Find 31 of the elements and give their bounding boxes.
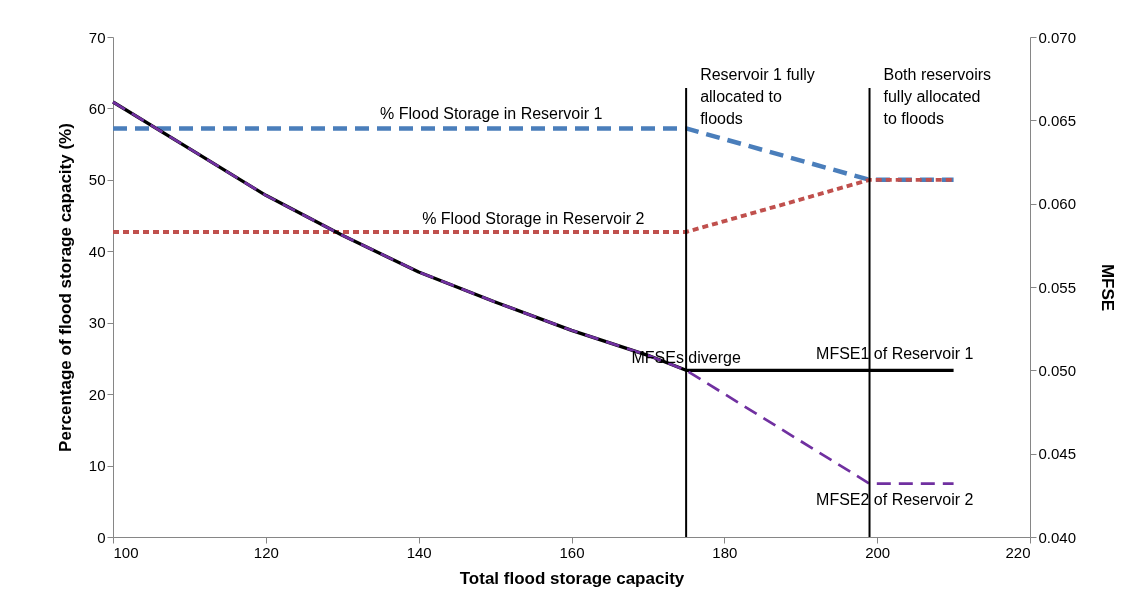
x-tick-label: 120 [253, 543, 279, 561]
x-tick-label: 100 [113, 543, 139, 561]
y2-tick-label: 0.070 [1038, 28, 1077, 46]
y-tick-label: 20 [88, 385, 106, 403]
y-tick-label: 60 [88, 99, 106, 117]
y2-tick-label: 0.045 [1038, 445, 1077, 463]
y-axis-title: Percentage of flood storage capacity (%) [55, 123, 75, 452]
x-tick-label: 220 [1005, 543, 1031, 561]
y2-tick-label: 0.050 [1038, 361, 1077, 379]
y2-tick-label: 0.065 [1038, 111, 1077, 129]
y-tick-label: 50 [88, 171, 106, 189]
y-tick-label: 10 [88, 457, 106, 475]
x-tick-label: 140 [406, 543, 432, 561]
y-tick-label: 70 [88, 28, 106, 46]
x-tick-label: 180 [712, 543, 738, 561]
series-label: % Flood Storage in Reservoir 1 [380, 105, 603, 123]
x-tick-label: 200 [865, 543, 891, 561]
x-tick-label: 160 [559, 543, 585, 561]
series-label: MFSE2 of Reservoir 2 [816, 490, 974, 508]
y-tick-label: 30 [88, 314, 106, 332]
y2-tick-label: 0.060 [1038, 195, 1077, 213]
y-tick-label: 0 [97, 528, 106, 546]
series-label: MFSE1 of Reservoir 1 [816, 345, 974, 363]
y2-axis-title: MFSE [1098, 263, 1118, 312]
x-axis-title: Total flood storage capacity [459, 568, 685, 588]
y2-tick-label: 0.040 [1038, 528, 1077, 546]
ref-line-label: Both reservoirs fully allocated to floods [883, 66, 992, 127]
series-label: % Flood Storage in Reservoir 2 [422, 210, 645, 227]
y-tick-label: 40 [88, 242, 106, 260]
ref-line-label: Reservoir 1 fully allocated to floods [700, 66, 815, 127]
y2-tick-label: 0.055 [1038, 278, 1077, 296]
